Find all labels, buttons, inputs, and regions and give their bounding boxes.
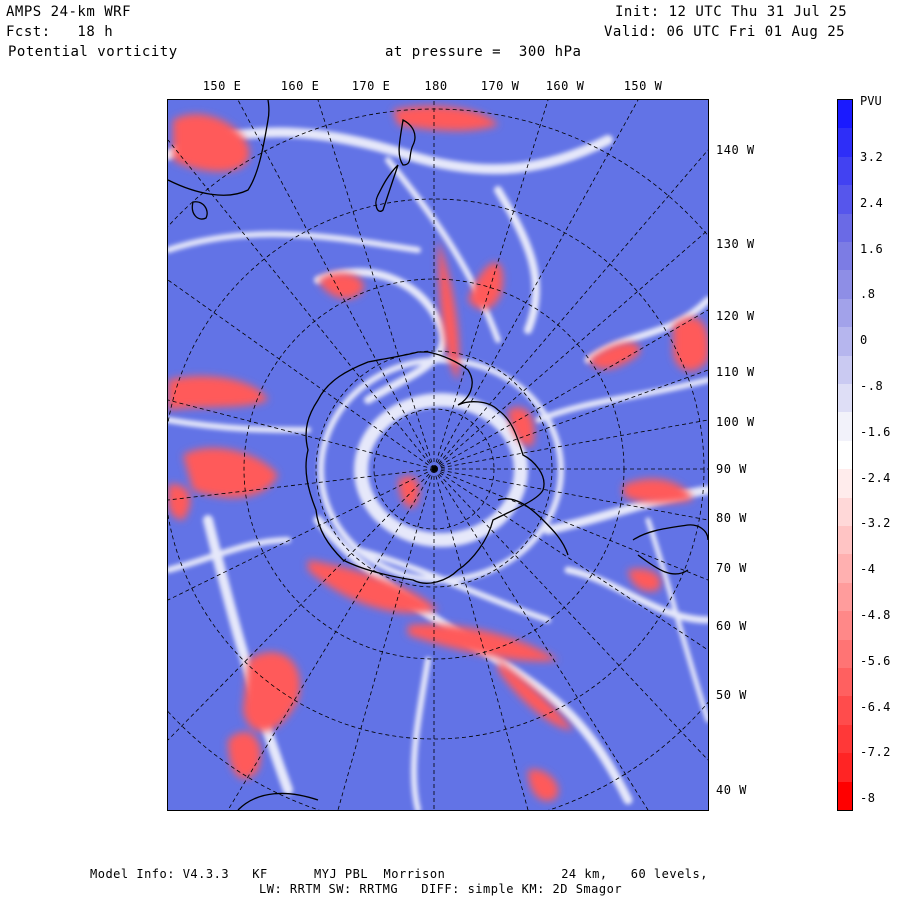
right-longitude-label: 130 W	[716, 237, 755, 251]
colorbar-segment	[838, 440, 852, 470]
field-name: Potential vorticity	[8, 44, 178, 60]
pressure-level: at pressure = 300 hPa	[385, 44, 582, 60]
top-longitude-label: 150 W	[623, 79, 663, 93]
colorbar-unit: PVU	[860, 94, 882, 108]
australia-coast	[168, 100, 270, 196]
colorbar-segment	[838, 639, 852, 669]
colorbar-segment	[838, 327, 852, 357]
colorbar-tick-label: .8	[860, 287, 876, 302]
top-longitude-label: 170 E	[351, 79, 391, 93]
colorbar-segment	[838, 469, 852, 499]
top-longitude-label: 160 E	[280, 79, 320, 93]
colorbar-segment	[838, 213, 852, 243]
colorbar-segment	[838, 611, 852, 641]
right-longitude-label: 70 W	[716, 561, 747, 575]
colorbar-tick-label: -4	[860, 562, 876, 577]
right-longitude-label: 50 W	[716, 688, 747, 702]
top-longitude-label: 170 W	[480, 79, 520, 93]
colorbar-tick-label: -3.2	[860, 516, 891, 531]
colorbar-segment	[838, 298, 852, 328]
colorbar-segment	[838, 355, 852, 385]
colorbar-segment	[838, 668, 852, 697]
south-america-coast	[632, 524, 708, 575]
colorbar-segment	[838, 100, 852, 129]
colorbar-tick-label: -2.4	[860, 470, 891, 485]
colorbar-segment	[838, 724, 852, 754]
top-longitude-label: 180	[424, 79, 448, 93]
colorbar-segment	[838, 412, 852, 442]
init-time: Init: 12 UTC Thu 31 Jul 25	[615, 4, 848, 20]
model-info-line1: Model Info: V4.3.3 KF MYJ PBL Morrison 2…	[90, 867, 708, 881]
new-zealand-coast	[375, 119, 416, 212]
colorbar-segment	[838, 384, 852, 413]
colorbar-tick-label: 0	[860, 333, 868, 348]
colorbar-tick-label: -7.2	[860, 745, 891, 760]
antarctic-peninsula	[497, 498, 569, 556]
right-longitude-label: 110 W	[716, 365, 755, 379]
valid-time: Valid: 06 UTC Fri 01 Aug 25	[604, 24, 846, 40]
colorbar-tick-label: -6.4	[860, 699, 891, 714]
right-longitude-label: 120 W	[716, 309, 755, 323]
colorbar-segment	[838, 270, 852, 300]
right-longitude-label: 80 W	[716, 511, 747, 525]
pv-anomalies	[168, 105, 708, 801]
coastlines	[168, 100, 708, 810]
colorbar-segment	[838, 497, 852, 527]
colorbar-tick-label: -1.6	[860, 424, 891, 439]
map-svg	[168, 100, 708, 810]
tasmania-coast	[191, 201, 208, 220]
pv-map	[167, 99, 709, 811]
colorbar-tick-label: 3.2	[860, 150, 884, 164]
colorbar-tick-label: 1.6	[860, 241, 884, 256]
colorbar-segment	[838, 526, 852, 555]
colorbar-segment	[838, 753, 852, 783]
right-longitude-label: 40 W	[716, 783, 747, 797]
top-longitude-label: 150 E	[202, 79, 242, 93]
antarctica-coast	[305, 351, 545, 584]
colorbar-tick-label: -.8	[860, 379, 884, 393]
right-longitude-label: 140 W	[716, 143, 755, 157]
pv-colorbar	[837, 99, 853, 811]
colorbar-segment	[838, 582, 852, 612]
africa-coast	[237, 792, 319, 810]
colorbar-segment	[838, 781, 852, 811]
forecast-hour: Fcst: 18 h	[6, 24, 114, 40]
meridian-lines	[168, 100, 708, 810]
model-title: AMPS 24-km WRF	[6, 4, 132, 20]
colorbar-segment	[838, 696, 852, 726]
right-longitude-label: 100 W	[716, 415, 755, 429]
colorbar-segment	[838, 185, 852, 215]
right-longitude-label: 60 W	[716, 619, 747, 633]
model-info-line2: LW: RRTM SW: RRTMG DIFF: simple KM: 2D S…	[259, 882, 623, 896]
colorbar-tick-label: -4.8	[860, 608, 891, 622]
right-longitude-label: 90 W	[716, 462, 747, 476]
colorbar-tick-label: -8	[860, 791, 876, 806]
colorbar-segment	[838, 128, 852, 158]
colorbar-tick-label: -5.6	[860, 653, 891, 668]
top-longitude-label: 160 W	[545, 79, 585, 93]
colorbar-segment	[838, 554, 852, 584]
colorbar-tick-label: 2.4	[860, 195, 884, 210]
colorbar-segment	[838, 156, 852, 186]
colorbar-segment	[838, 242, 852, 271]
